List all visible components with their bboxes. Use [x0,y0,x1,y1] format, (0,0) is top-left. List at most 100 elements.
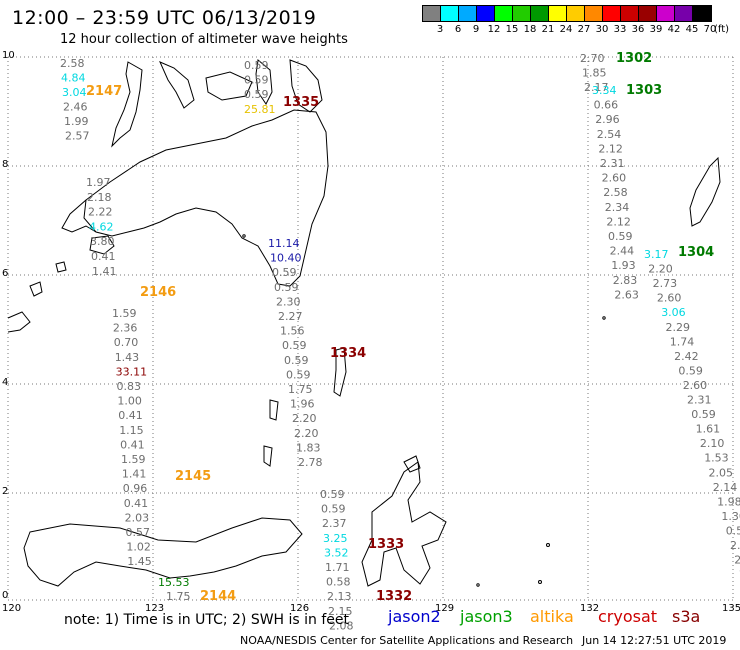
wave-height-value: 2.36 [113,322,137,335]
sat-label-jason3: jason3 [460,607,513,626]
legend-swatch [477,6,495,21]
wave-height-value: 2.70 [580,52,605,65]
legend-swatch [459,6,477,21]
wave-height-value: 2.18 [87,191,112,204]
coastline-palau [689,156,721,227]
legend-swatch [441,6,459,21]
wave-height-value: 2.37 [322,517,347,530]
pass-number-label: 2144 [200,589,236,604]
legend-swatch [621,6,639,21]
legend-tick-label: 36 [631,24,645,35]
wave-height-value: 0.59 [321,503,346,516]
sat-label-jason2: jason2 [388,607,441,626]
pass-number-label: 2145 [175,469,211,484]
legend-swatch [603,6,621,21]
legend-tick-label: 9 [472,24,480,35]
coastline-bohol [205,71,253,101]
wave-height-value: 2.46 [63,101,88,114]
wave-height-value: 3.34 [592,84,617,97]
wave-height-value: 4.84 [61,72,86,85]
wave-height-value: 2.29 [666,321,691,334]
legend-tick-label: 33 [613,24,627,35]
wave-height-value: 0.59 [320,488,345,501]
wave-height-value: 0.59 [274,281,299,294]
wave-height-value: 1.59 [121,453,146,466]
islet-1 [546,543,550,547]
lat-label-8: 8 [2,159,9,170]
wave-height-value: 0.41 [120,438,145,451]
legend-unit: (ft) [714,24,730,35]
wave-height-value: 0.59 [286,368,311,381]
legend-tick-label: 45 [685,24,699,35]
wave-height-value: 3.25 [323,532,348,545]
wave-height-value: 0.57 [126,526,151,539]
islet-2 [538,580,542,584]
wave-height-value: 2.08 [329,619,354,632]
wave-height-value: 3.06 [661,306,686,319]
wave-height-value: 2.14 [713,481,738,494]
lat-label-6: 6 [2,268,9,279]
legend-swatch [675,6,693,21]
wave-height-value: 2.64 [730,539,740,552]
islet-4 [476,583,480,587]
coastlines [7,59,721,587]
page-subtitle: 12 hour collection of altimeter wave hei… [60,32,348,47]
page-title: 12:00 – 23:59 UTC 06/13/2019 [12,7,317,29]
generated-timestamp: Jun 14 12:27:51 UTC 2019 [582,634,727,647]
pass-number-label: 1333 [368,537,404,552]
wave-height-value: 0.70 [114,336,139,349]
wave-height-value: 3.04 [62,86,87,99]
wave-height-value: 2.60 [602,172,627,185]
altimeter-tracks: 2.58 4.843.04 2.461.99 2.57 2147 1.97 2.18 2.22… [60,51,740,632]
wave-height-value: 0.41 [124,497,149,510]
wave-height-value: 2.20 [294,427,319,440]
coastline-sulu-2 [29,281,43,297]
wave-height-value: 1.9 [739,568,740,581]
wave-height-value: 1.45 [127,555,152,568]
islet-5 [242,234,246,238]
legend-swatch [549,6,567,21]
lat-label-2: 2 [2,486,9,497]
legend-tick-label: 27 [577,24,591,35]
wave-height-value: 1.41 [92,265,117,278]
wave-height-value: 2.34 [605,201,630,214]
coastline-morotai [403,455,421,473]
wave-height-value: 0.59 [691,408,716,421]
wave-height-value: 1.99 [64,115,89,128]
coastline-borneo-tip [7,311,31,333]
coastline-cebu [159,61,195,109]
legend-swatch [639,6,657,21]
wave-height-value: 1.59 [112,307,137,320]
legend-tick-label: 6 [454,24,462,35]
wave-height-value: 2.58 [603,186,628,199]
wave-height-value: 4.62 [89,220,114,233]
pass-number-label: 1332 [376,589,412,604]
wave-height-value: 1.30 [721,510,740,523]
wave-height-value: 2.57 [65,130,90,143]
coastline-samar [289,59,323,113]
footer-note: note: 1) Time is in UTC; 2) SWH is in fe… [64,612,350,628]
legend-tick-label: 12 [487,24,501,35]
wave-height-value: 11.14 [268,237,300,250]
lon-label-120: 120 [2,603,22,614]
legend-tick-label: 18 [523,24,537,35]
wave-height-value: 2.13 [327,590,352,603]
wave-height-value: 0.41 [118,409,143,422]
wave-height-value: 2.20 [648,263,673,276]
wave-height-value: 2.12 [606,215,631,228]
wave-height-value: 2.73 [653,277,678,290]
wave-height-value: 2.54 [597,128,622,141]
wave-height-value: 3.17 [644,248,669,261]
lat-label-10: 10 [2,50,15,61]
wave-height-value: 1.75 [288,383,313,396]
wave-height-value: 0.59 [284,354,309,367]
wave-height-value: 2.83 [613,274,638,287]
sat-label-altika: altika [530,607,574,626]
wave-height-value: 2.31 [600,157,625,170]
wave-height-value: 0.41 [91,250,116,263]
wave-height-value: 2.78 [298,456,323,469]
wave-height-value: 0.59 [244,74,269,87]
wave-height-value: 2.10 [700,437,725,450]
wave-height-value: 0.58 [326,576,351,589]
coastline-sangihe [333,347,347,397]
